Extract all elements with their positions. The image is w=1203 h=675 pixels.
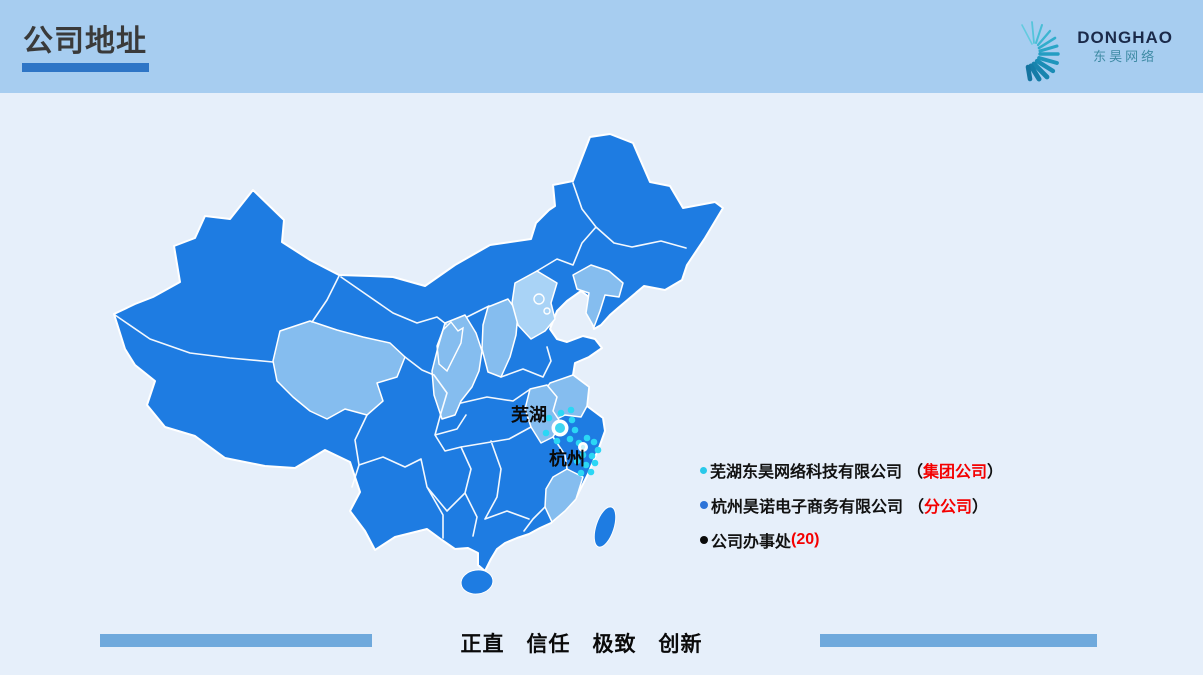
legend-branch-type: 分公司 — [924, 499, 973, 516]
black-dot-icon — [700, 536, 708, 544]
office-dot — [557, 409, 565, 417]
title-underline — [22, 63, 149, 72]
office-dot — [567, 406, 575, 414]
office-dot — [545, 414, 553, 422]
legend-offices-count: (20) — [791, 531, 820, 548]
wuhu-hq-marker — [551, 419, 569, 437]
office-dot — [582, 461, 590, 469]
legend-hq-paren-open: （ — [907, 464, 924, 481]
logo-subtitle: 东昊网络 — [1093, 49, 1158, 65]
legend-hq-type: 集团公司 — [923, 464, 988, 481]
beijing-outline — [533, 293, 545, 305]
legend-branch-paren-open: （ — [908, 499, 925, 516]
hangzhou-branch-marker — [578, 442, 588, 452]
map-mainland — [113, 133, 724, 572]
legend-hq-name: 芜湖东昊网络科技有限公司 — [710, 464, 903, 481]
company-logo: DONGHAO 东昊网络 — [1005, 4, 1173, 89]
office-dot — [594, 446, 602, 454]
ningxia-outline — [436, 320, 464, 373]
logo-fan-icon — [1005, 4, 1075, 89]
province-borders — [114, 182, 687, 539]
tianjin-outline — [543, 307, 551, 315]
motto-bar-right — [820, 634, 1097, 647]
province-shaanxi — [431, 314, 483, 420]
office-dot — [571, 426, 579, 434]
office-dot — [588, 452, 596, 460]
office-dot — [583, 434, 591, 442]
blue-dot-icon — [700, 501, 708, 509]
office-dot — [590, 438, 598, 446]
map-island-taiwan — [593, 506, 617, 548]
office-dot — [568, 416, 576, 424]
province-qinghai — [272, 320, 406, 420]
office-dot — [579, 451, 587, 459]
office-dot — [573, 457, 581, 465]
legend: 芜湖东昊网络科技有限公司 （ 集团公司 ） 杭州昊诺电子商务有限公司 （ 分公司… — [700, 461, 1003, 566]
company-motto: 正直 信任 极致 创新 — [460, 633, 703, 656]
map-island-hainan — [460, 569, 494, 595]
province-liaoning — [572, 264, 624, 328]
header-band: 公司地址 — [0, 0, 1203, 93]
motto-bar-left — [100, 634, 372, 647]
page-title: 公司地址 — [23, 25, 147, 58]
office-dot — [577, 469, 585, 477]
legend-item-offices: 公司办事处 (20) — [700, 531, 1003, 551]
china-map: 芜湖 杭州 — [113, 133, 724, 595]
legend-hq-paren-close: ） — [987, 464, 1004, 481]
office-dot — [542, 429, 550, 437]
legend-item-branch: 杭州昊诺电子商务有限公司 （ 分公司 ） — [700, 496, 1003, 516]
office-dot — [587, 468, 595, 476]
legend-item-hq: 芜湖东昊网络科技有限公司 （ 集团公司 ） — [700, 461, 1004, 481]
office-dot — [553, 437, 561, 445]
logo-name: DONGHAO — [1077, 27, 1173, 47]
map-label-hangzhou: 杭州 — [549, 448, 585, 469]
office-dot — [566, 435, 574, 443]
cyan-dot-icon — [700, 466, 707, 474]
province-hebei — [511, 270, 558, 340]
office-dot — [591, 459, 599, 467]
province-fujian — [544, 468, 584, 523]
legend-offices-name: 公司办事处 — [711, 534, 792, 551]
legend-branch-paren-close: ） — [972, 499, 989, 516]
map-label-wuhu: 芜湖 — [511, 404, 547, 425]
legend-branch-name: 杭州昊诺电子商务有限公司 — [711, 499, 904, 516]
logo-text-block: DONGHAO 东昊网络 — [1077, 27, 1173, 65]
